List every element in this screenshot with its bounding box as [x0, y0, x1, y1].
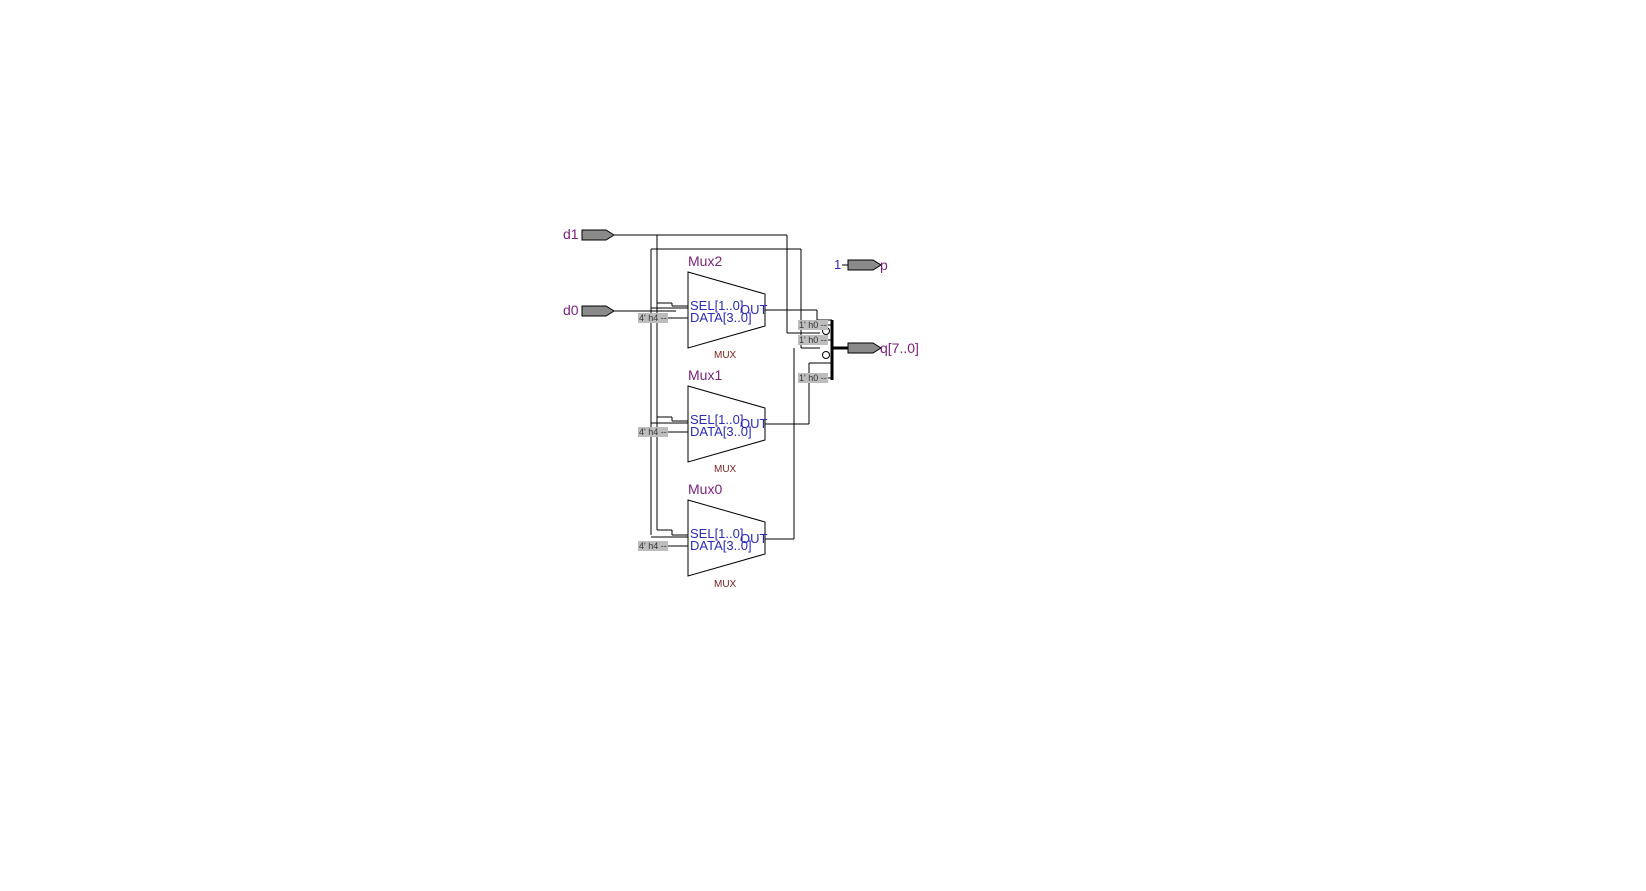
mux-data-pin: DATA[3..0]: [690, 424, 752, 439]
bus-const-2: 1' h0 --: [798, 373, 828, 383]
output-pin-q[interactable]: q[7..0]: [847, 340, 919, 356]
mux-data-pin: DATA[3..0]: [690, 538, 752, 553]
mux-data-const: 4' h4 --: [639, 541, 667, 551]
mux-instance-label: Mux1: [688, 367, 722, 383]
bubble-icon: [822, 351, 830, 359]
mux-block-mux2[interactable]: Mux2 SEL[1..0] DATA[3..0] OUT MUX 4' h4 …: [638, 253, 768, 361]
mux-data-pin: DATA[3..0]: [690, 310, 752, 325]
wire-network: [614, 234, 848, 547]
input-port-d0-icon: [581, 305, 615, 317]
mux-data-const: 4' h4 --: [639, 427, 667, 437]
mux-type-label: MUX: [714, 464, 737, 475]
bus-const-1: 1' h0 --: [798, 335, 828, 345]
bus-const-0: 1' h0 --: [798, 320, 828, 330]
mux-instance-label: Mux0: [688, 481, 722, 497]
mux-block-mux1[interactable]: Mux1 SEL[1..0] DATA[3..0] OUT MUX 4' h4 …: [638, 367, 768, 475]
input-label-d1: d1: [563, 226, 579, 242]
mux-sel-pin: SEL[1..0]: [690, 412, 743, 427]
mux-sel-pin: SEL[1..0]: [690, 526, 743, 541]
input-label-d0: d0: [563, 302, 579, 318]
mux-type-label: MUX: [714, 579, 737, 590]
output-const-p: 1: [834, 257, 841, 272]
input-pin-d1[interactable]: d1: [563, 226, 615, 242]
mux-data-const: 4' h4 --: [639, 313, 667, 323]
output-label-p: p: [880, 257, 888, 273]
mux-out-pin: OUT: [740, 531, 768, 546]
mux-out-pin: OUT: [740, 416, 768, 431]
mux-type-label: MUX: [714, 350, 737, 361]
mux-out-pin: OUT: [740, 302, 768, 317]
output-pin-p[interactable]: 1 p: [834, 257, 888, 273]
mux-trapezoid-icon: [687, 499, 766, 577]
mux-trapezoid-icon: [687, 385, 766, 463]
mux-block-mux0[interactable]: Mux0 SEL[1..0] DATA[3..0] OUT MUX 4' h4 …: [638, 481, 768, 590]
output-port-p-icon: [847, 259, 882, 271]
input-port-d1-icon: [581, 229, 615, 241]
mux-trapezoid-icon: [687, 271, 766, 349]
mux-instance-label: Mux2: [688, 253, 722, 269]
mux-sel-pin: SEL[1..0]: [690, 298, 743, 313]
input-pin-d0[interactable]: d0: [563, 302, 615, 318]
output-label-q: q[7..0]: [880, 340, 919, 356]
bus-const-label: 1' h0 --: [799, 373, 827, 383]
bus-const-label: 1' h0 --: [799, 335, 827, 345]
bus-const-label: 1' h0 --: [799, 320, 827, 330]
output-port-q-icon: [847, 342, 882, 354]
